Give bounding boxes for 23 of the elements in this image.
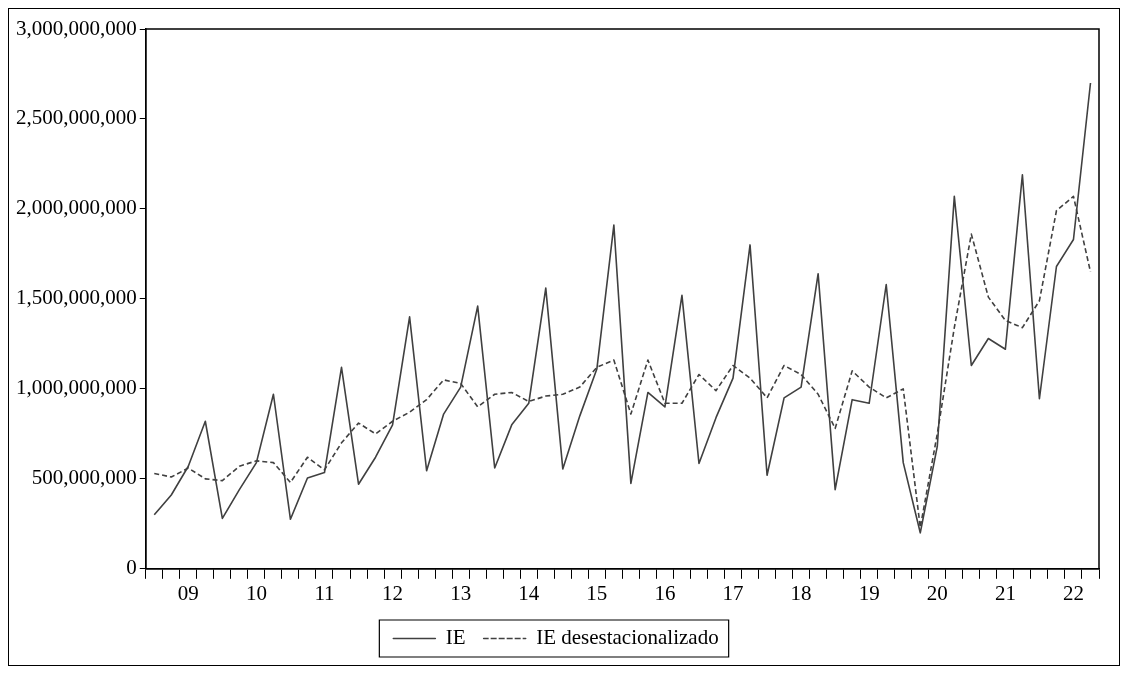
x-tick-label: 17 xyxy=(722,580,744,605)
x-tick-label: 18 xyxy=(790,580,812,605)
y-tick-label: 1,000,000,000 xyxy=(16,375,137,400)
x-tick-label: 13 xyxy=(450,580,472,605)
x-tick-label: 20 xyxy=(926,580,948,605)
y-tick-label: 2,500,000,000 xyxy=(16,105,137,130)
y-tick-label: 500,000,000 xyxy=(31,465,137,490)
legend-label: IE desestacionalizado xyxy=(536,625,719,650)
x-tick-label: 14 xyxy=(518,580,540,605)
x-tick-label: 12 xyxy=(382,580,404,605)
x-tick-label: 10 xyxy=(245,580,267,605)
x-tick-label: 19 xyxy=(858,580,880,605)
y-tick-label: 0 xyxy=(126,555,137,580)
x-tick-label: 15 xyxy=(586,580,608,605)
x-tick-label: 16 xyxy=(654,580,676,605)
x-tick-label: 22 xyxy=(1062,580,1084,605)
x-tick-label: 11 xyxy=(314,580,335,605)
y-tick-label: 3,000,000,000 xyxy=(16,15,137,40)
x-tick-label: 09 xyxy=(177,580,199,605)
x-tick-label: 21 xyxy=(994,580,1016,605)
y-tick-label: 2,000,000,000 xyxy=(16,195,137,220)
legend-label: IE xyxy=(445,625,466,650)
y-tick-label: 1,500,000,000 xyxy=(16,285,137,310)
